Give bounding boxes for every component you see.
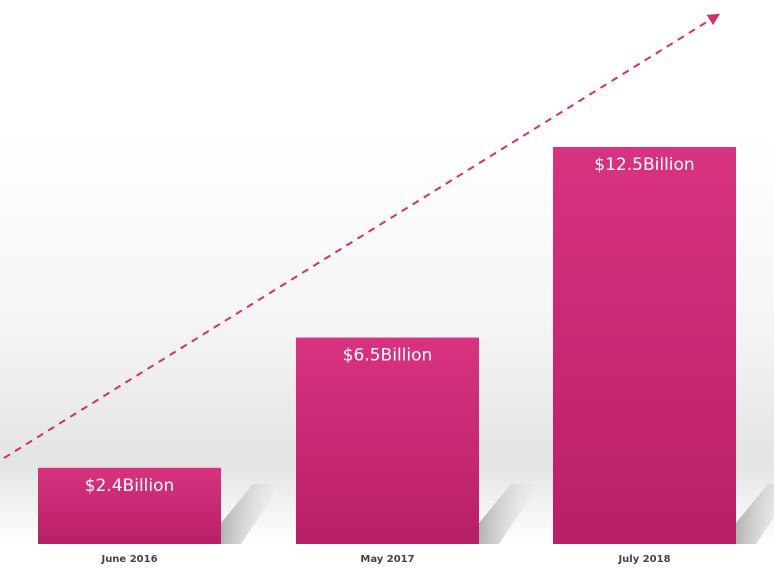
bar-shadow <box>221 484 281 544</box>
bar-value-label: $2.4Billion <box>85 476 175 496</box>
x-axis-tick-labels: June 2016 May 2017 July 2018 <box>100 554 670 565</box>
x-tick-label: May 2017 <box>360 554 414 565</box>
x-tick-label: June 2016 <box>100 554 157 565</box>
bar-july-2018 <box>553 147 736 544</box>
bars-group <box>38 147 736 544</box>
bar-june-2016 <box>38 467 221 544</box>
x-tick-label: July 2018 <box>617 554 670 565</box>
trend-arrow <box>3 13 721 459</box>
bar-value-label: $6.5Billion <box>343 346 433 366</box>
bar-shadow <box>736 484 774 544</box>
bar-value-label: $12.5Billion <box>594 155 694 175</box>
bar-shadows <box>221 484 774 544</box>
bar-value-labels: $2.4Billion $6.5Billion $12.5Billion <box>85 155 695 496</box>
bar-may-2017 <box>296 337 479 544</box>
bar-shadow <box>479 484 539 544</box>
